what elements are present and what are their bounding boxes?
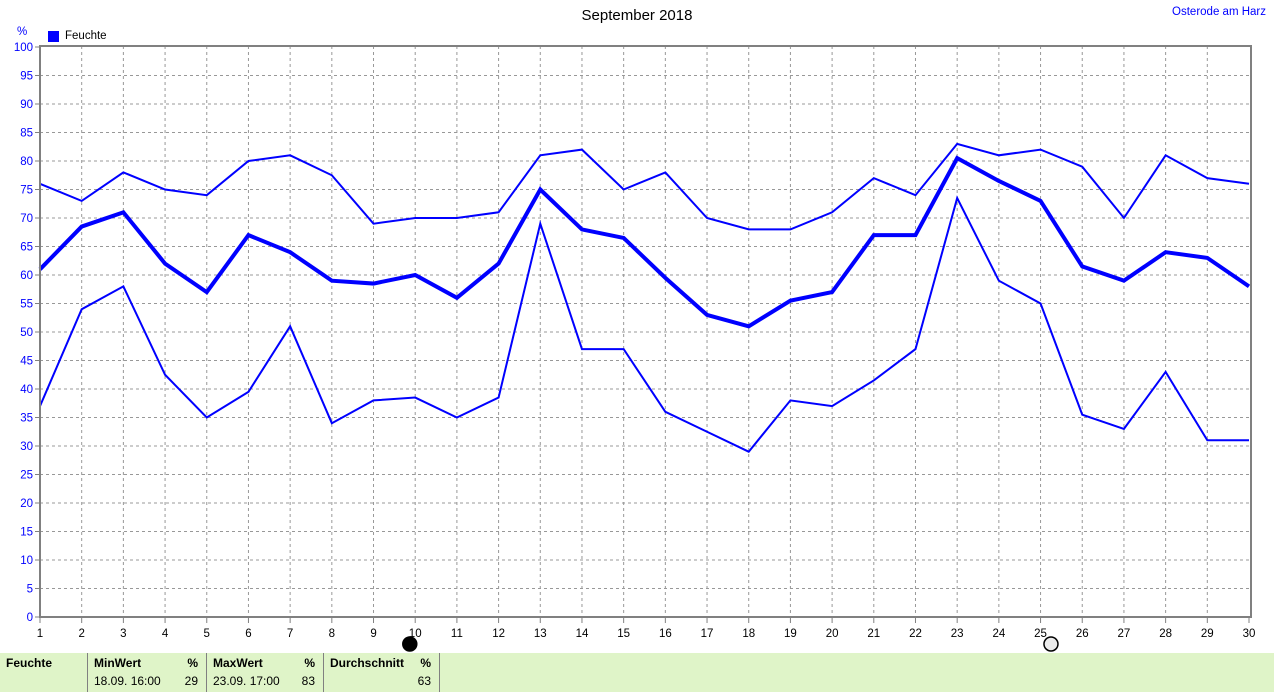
y-tick-label: 55: [20, 299, 33, 311]
maxwert-header: MaxWert: [213, 656, 263, 670]
y-tick-label: 30: [20, 441, 33, 453]
x-tick-label: 9: [370, 628, 376, 640]
summary-table: Feuchte MinWert % 18.09. 16:00 29 MaxWer…: [0, 653, 1274, 692]
y-tick-label: 25: [20, 470, 33, 482]
y-tick-label: 15: [20, 527, 33, 539]
series-max: [39, 142, 1250, 231]
x-tick-label: 7: [287, 628, 293, 640]
x-tick-label: 17: [701, 628, 714, 640]
minwert-header: MinWert: [94, 656, 142, 670]
x-tick-label: 13: [534, 628, 547, 640]
x-tick-label: 19: [784, 628, 797, 640]
series-avg: [38, 155, 1251, 329]
durchschnitt-header: Durchschnitt: [330, 656, 405, 670]
durchschnitt-column: Durchschnitt % 63: [323, 653, 439, 692]
x-tick-label: 11: [451, 628, 463, 640]
x-tick-label: 27: [1118, 628, 1131, 640]
summary-empty-cell: [439, 653, 1274, 692]
maxwert-value: 83: [301, 674, 315, 688]
minwert-time: 18.09. 16:00: [94, 674, 161, 688]
x-tick-label: 14: [576, 628, 589, 640]
y-tick-label: 10: [20, 555, 33, 567]
durchschnitt-value: 63: [417, 674, 431, 688]
y-tick-label: 0: [27, 612, 33, 624]
chart-title: September 2018: [581, 7, 693, 24]
minwert-value: 29: [184, 674, 198, 688]
x-tick-label: 18: [742, 628, 755, 640]
x-tick-label: 24: [992, 628, 1005, 640]
x-tick-label: 16: [659, 628, 672, 640]
y-tick-label: 65: [20, 242, 33, 254]
maxwert-unit: %: [304, 656, 315, 670]
y-tick-label: 85: [20, 128, 33, 140]
series-min: [39, 195, 1249, 453]
maxwert-time: 23.09. 17:00: [213, 674, 280, 688]
x-tick-label: 15: [617, 628, 630, 640]
full-moon-icon: [1043, 636, 1059, 652]
x-tick-label: 30: [1243, 628, 1256, 640]
x-tick-label: 2: [78, 628, 84, 640]
y-tick-label: 90: [20, 99, 33, 111]
y-tick-label: 35: [20, 413, 33, 425]
x-tick-label: 28: [1159, 628, 1172, 640]
y-tick-label: 75: [20, 185, 33, 197]
summary-row-label: Feuchte: [6, 656, 53, 670]
x-tick-label: 26: [1076, 628, 1089, 640]
y-tick-label: 100: [14, 42, 33, 54]
y-tick-label: 5: [27, 584, 33, 596]
x-tick-label: 22: [909, 628, 922, 640]
legend-label: Feuchte: [65, 30, 107, 42]
x-tick-label: 29: [1201, 628, 1214, 640]
x-tick-label: 8: [329, 628, 335, 640]
y-tick-label: 95: [20, 71, 33, 83]
x-tick-label: 25: [1034, 628, 1047, 640]
x-tick-label: 20: [826, 628, 839, 640]
y-axis-unit-label: %: [17, 26, 28, 38]
humidity-chart: 0510152025303540455055606570758085909510…: [14, 42, 1256, 652]
y-tick-label: 70: [20, 213, 33, 225]
plot-border: [39, 45, 1252, 618]
summary-row-label-cell: Feuchte: [0, 653, 87, 692]
x-tick-label: 12: [492, 628, 505, 640]
station-link[interactable]: Osterode am Harz: [1172, 6, 1266, 18]
y-tick-label: 40: [20, 384, 33, 396]
y-tick-label: 50: [20, 327, 33, 339]
x-tick-label: 23: [951, 628, 964, 640]
legend: Feuchte: [48, 30, 107, 42]
maxwert-column: MaxWert % 23.09. 17:00 83: [206, 653, 323, 692]
x-tick-label: 6: [245, 628, 251, 640]
y-tick-label: 60: [20, 270, 33, 282]
legend-color-icon: [48, 30, 59, 42]
x-tick-label: 1: [37, 628, 43, 640]
minwert-column: MinWert % 18.09. 16:00 29: [87, 653, 206, 692]
new-moon-icon: [402, 636, 418, 652]
y-tick-label: 20: [20, 498, 33, 510]
x-tick-label: 5: [204, 628, 210, 640]
y-tick-label: 80: [20, 156, 33, 168]
x-tick-label: 21: [867, 628, 880, 640]
x-tick-label: 4: [162, 628, 169, 640]
y-tick-label: 45: [20, 356, 33, 368]
minwert-unit: %: [187, 656, 198, 670]
x-tick-label: 3: [120, 628, 126, 640]
durchschnitt-unit: %: [420, 656, 431, 670]
